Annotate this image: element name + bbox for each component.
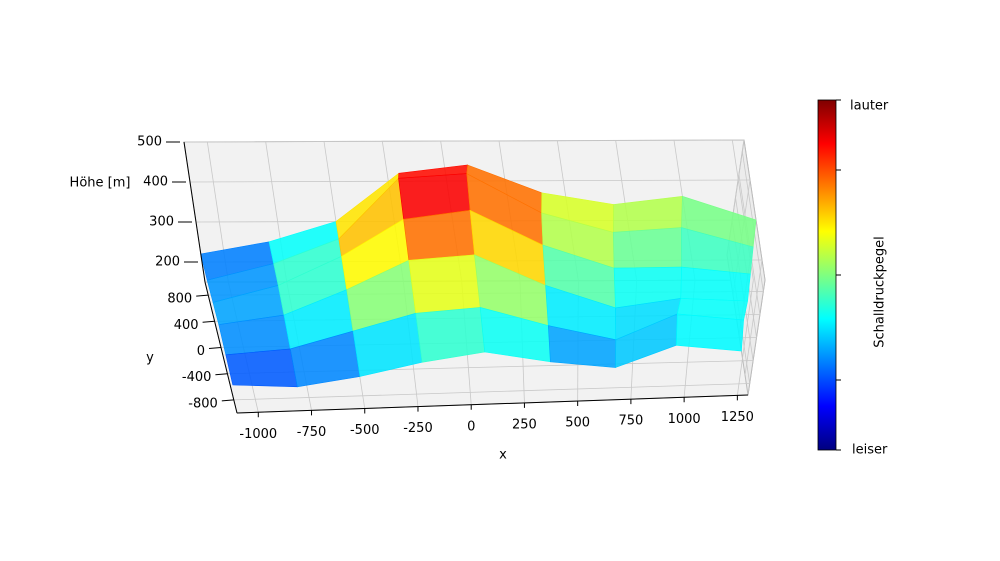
y-tick (221, 399, 234, 402)
colorbar-bottom-label: leiser (852, 443, 888, 458)
z-tick-label: 500 (137, 135, 162, 150)
colorbar-label: Schalldruckpegel (873, 236, 888, 347)
grid-line (233, 383, 750, 401)
x-tick-label: 250 (512, 417, 537, 432)
surface (200, 164, 757, 388)
axes: -1000 -750 -500 -250 0 250 500 750 1000 1250 -800 -… (137, 135, 754, 442)
axis-line (204, 281, 238, 414)
z-tick-label: 200 (155, 255, 180, 270)
y-tick-label: -400 (182, 370, 212, 385)
z-tick-label: 400 (143, 175, 168, 190)
y-tick-label: 400 (174, 318, 199, 333)
x-tick-label: 0 (467, 419, 475, 434)
grid-line (744, 259, 763, 376)
z-axis-label: Höhe [m] (70, 176, 131, 191)
y-axis-label: y (146, 351, 154, 366)
y-tick (196, 294, 209, 297)
x-tick-label: -750 (297, 425, 327, 440)
colorbar-top-label: lauter (850, 99, 889, 114)
axis-line (236, 394, 749, 414)
x-tick-label: 1000 (668, 412, 701, 427)
x-tick-label: -500 (350, 423, 380, 438)
x-tick-label: 1250 (721, 410, 754, 425)
surface-facet (612, 227, 682, 269)
y-tick (202, 320, 215, 323)
y-tick (208, 347, 222, 349)
surface-facet (225, 348, 298, 388)
x-tick-label: -250 (403, 421, 433, 436)
grid-line (183, 139, 745, 143)
x-tick-label: -1000 (239, 427, 277, 442)
z-tick-label: 300 (149, 215, 174, 230)
colorbar-ticks (836, 99, 841, 451)
x-axis-label: x (499, 448, 507, 463)
y-tick-label: 0 (197, 344, 205, 359)
surface-facet (408, 254, 481, 314)
surface-facet (403, 209, 475, 261)
axis-line (183, 141, 206, 283)
colorbar (817, 99, 837, 451)
y-tick (215, 373, 228, 376)
x-tick-label: 750 (618, 414, 643, 429)
y-tick-label: 800 (167, 292, 192, 307)
y-tick-label: -800 (188, 396, 218, 411)
x-tick-label: 500 (565, 416, 590, 431)
surface-facet (675, 313, 744, 352)
